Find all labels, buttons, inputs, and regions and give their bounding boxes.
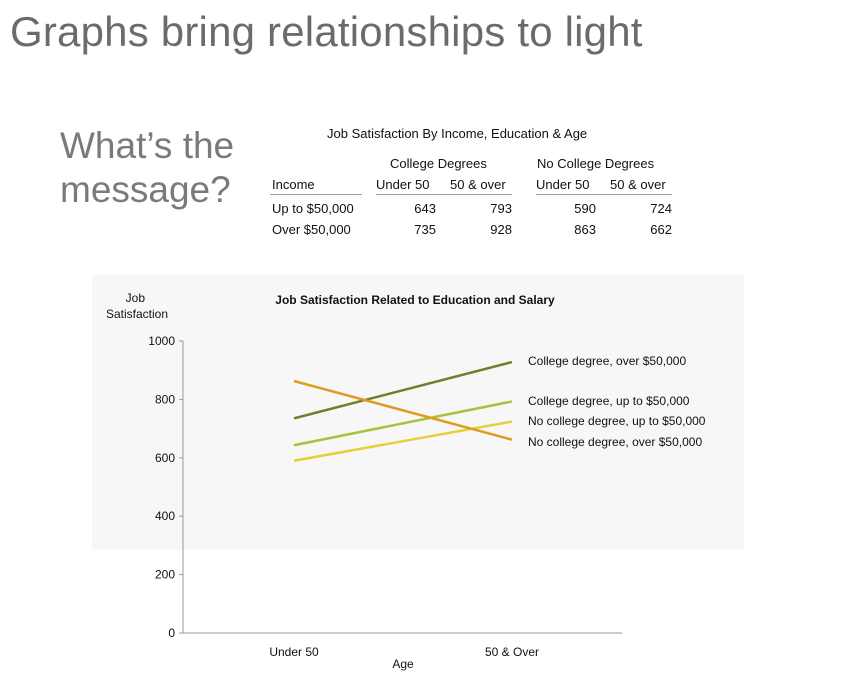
y-tick-label: 1000: [148, 334, 175, 348]
x-tick-label: Under 50: [269, 645, 319, 659]
row-label: Up to $50,000: [272, 201, 354, 216]
series-line: [293, 400, 513, 447]
question-line-1: What’s the: [60, 125, 235, 166]
sub-header: Under 50: [376, 177, 430, 192]
chart-panel: [92, 275, 744, 550]
question-line-2: message?: [60, 169, 231, 210]
series-label: No college degree, over $50,000: [528, 435, 702, 449]
y-axis-label: Job Satisfaction: [106, 291, 168, 321]
table-title: Job Satisfaction By Income, Education & …: [327, 126, 588, 141]
group-header-no-college: No College Degrees: [537, 156, 655, 171]
sub-header: 50 & over: [450, 177, 506, 192]
series-label: College degree, over $50,000: [528, 354, 686, 368]
header-rule: [270, 194, 362, 195]
y-tick-label: 600: [155, 451, 175, 465]
y-tick-label: 200: [155, 568, 175, 582]
y-tick-label: 800: [155, 392, 175, 406]
table-cell: 928: [490, 222, 512, 237]
header-rule: [536, 194, 672, 195]
series-label: College degree, up to $50,000: [528, 394, 690, 408]
table-cell: 590: [574, 201, 596, 216]
series-label: No college degree, up to $50,000: [528, 414, 706, 428]
table-cell: 735: [414, 222, 436, 237]
group-header-college: College Degrees: [390, 156, 487, 171]
series-line: [293, 379, 513, 441]
row-header-label: Income: [272, 177, 315, 192]
table-cell: 724: [650, 201, 672, 216]
question-text: What’s the message?: [60, 124, 234, 212]
sub-header: 50 & over: [610, 177, 666, 192]
series-line: [293, 420, 513, 462]
table-cell: 643: [414, 201, 436, 216]
chart-title: Job Satisfaction Related to Education an…: [275, 293, 555, 307]
header-rule: [376, 194, 512, 195]
slide-title: Graphs bring relationships to light: [10, 8, 643, 55]
row-label: Over $50,000: [272, 222, 351, 237]
table-cell: 662: [650, 222, 672, 237]
table-cell: 863: [574, 222, 596, 237]
y-tick-label: 400: [155, 509, 175, 523]
table-cell: 793: [490, 201, 512, 216]
y-tick-label: 0: [168, 626, 175, 640]
x-tick-label: 50 & Over: [485, 645, 539, 659]
series-line: [293, 360, 513, 420]
x-axis-label: Age: [392, 657, 414, 671]
sub-header: Under 50: [536, 177, 590, 192]
